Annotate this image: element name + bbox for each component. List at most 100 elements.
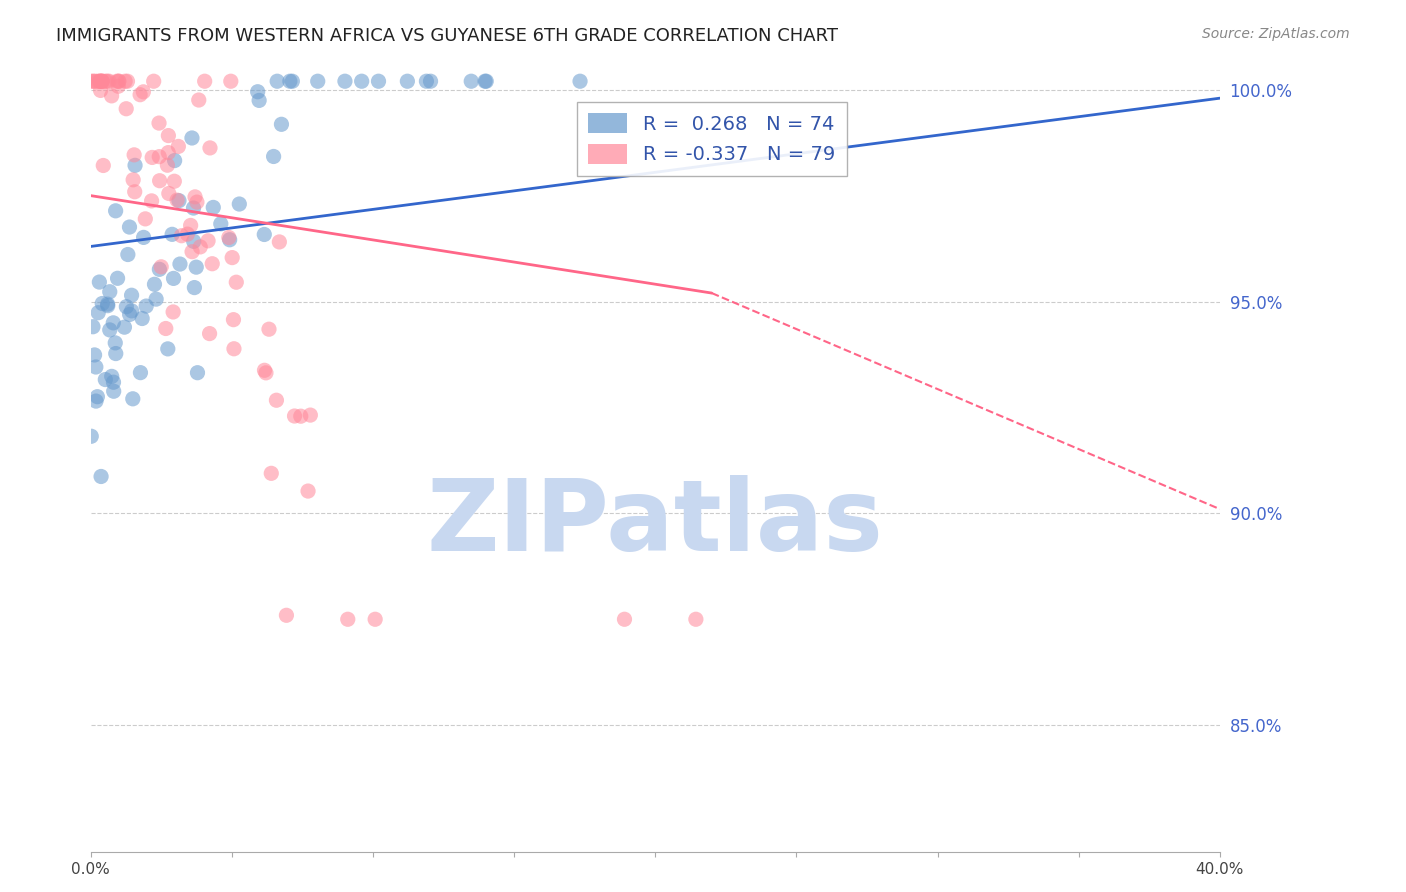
Guyanese (364, 612, 387, 626)
Guyanese (90, 83, 112, 97)
Guyanese (187, 93, 209, 107)
Immigrants from Western Africa (209, 217, 232, 231)
Guyanese (222, 312, 245, 326)
Immigrants from Western Africa (89, 275, 111, 289)
Guyanese (290, 409, 312, 424)
Immigrants from Western Africa (98, 285, 121, 299)
Guyanese (107, 74, 129, 88)
Immigrants from Western Africa (97, 299, 120, 313)
Immigrants from Western Africa (87, 306, 110, 320)
Guyanese (276, 608, 298, 623)
Guyanese (218, 230, 240, 244)
Guyanese (124, 185, 146, 199)
Guyanese (162, 305, 184, 319)
Guyanese (141, 194, 163, 208)
Immigrants from Western Africa (114, 320, 136, 334)
Immigrants from Western Africa (281, 74, 304, 88)
Guyanese (132, 85, 155, 99)
Guyanese (115, 102, 138, 116)
Guyanese (336, 612, 359, 626)
Guyanese (155, 321, 177, 335)
Immigrants from Western Africa (118, 220, 141, 235)
Guyanese (122, 148, 145, 162)
Guyanese (269, 235, 291, 249)
Immigrants from Western Africa (460, 74, 482, 88)
Immigrants from Western Africa (121, 288, 143, 302)
Immigrants from Western Africa (104, 346, 127, 360)
Immigrants from Western Africa (100, 369, 122, 384)
Immigrants from Western Africa (121, 303, 143, 318)
Guyanese (148, 150, 170, 164)
Guyanese (257, 322, 280, 336)
Immigrants from Western Africa (474, 74, 496, 88)
Immigrants from Western Africa (104, 335, 127, 350)
Immigrants from Western Africa (270, 117, 292, 131)
Immigrants from Western Africa (86, 390, 108, 404)
Immigrants from Western Africa (350, 74, 373, 88)
Guyanese (194, 74, 217, 88)
Immigrants from Western Africa (91, 296, 114, 310)
Guyanese (685, 612, 707, 626)
Immigrants from Western Africa (156, 342, 179, 356)
Guyanese (167, 139, 190, 153)
Guyanese (96, 74, 118, 88)
Guyanese (150, 260, 173, 274)
Immigrants from Western Africa (84, 359, 107, 374)
Immigrants from Western Africa (124, 158, 146, 172)
Guyanese (149, 174, 172, 188)
Immigrants from Western Africa (183, 280, 205, 294)
Immigrants from Western Africa (118, 308, 141, 322)
Guyanese (201, 257, 224, 271)
Guyanese (107, 74, 129, 88)
Immigrants from Western Africa (84, 394, 107, 409)
Immigrants from Western Africa (107, 271, 129, 285)
Guyanese (198, 326, 221, 341)
Immigrants from Western Africa (121, 392, 143, 406)
Guyanese (91, 159, 114, 173)
Immigrants from Western Africa (167, 194, 190, 208)
Immigrants from Western Africa (186, 366, 208, 380)
Immigrants from Western Africa (419, 74, 441, 88)
Guyanese (170, 228, 193, 243)
Immigrants from Western Africa (132, 230, 155, 244)
Immigrants from Western Africa (162, 271, 184, 285)
Text: ZIPatlas: ZIPatlas (427, 475, 884, 572)
Guyanese (117, 74, 139, 88)
Immigrants from Western Africa (82, 319, 104, 334)
Immigrants from Western Africa (131, 311, 153, 326)
Guyanese (90, 74, 112, 88)
Immigrants from Western Africa (160, 227, 183, 242)
Immigrants from Western Africa (83, 348, 105, 362)
Guyanese (198, 141, 221, 155)
Guyanese (157, 145, 180, 160)
Immigrants from Western Africa (415, 74, 437, 88)
Guyanese (184, 190, 207, 204)
Guyanese (225, 275, 247, 289)
Guyanese (89, 74, 111, 88)
Guyanese (98, 74, 121, 88)
Guyanese (114, 74, 136, 88)
Guyanese (94, 74, 117, 88)
Guyanese (87, 74, 110, 88)
Guyanese (283, 409, 305, 423)
Guyanese (91, 74, 114, 88)
Guyanese (188, 240, 211, 254)
Immigrants from Western Africa (475, 74, 498, 88)
Immigrants from Western Africa (117, 247, 139, 261)
Guyanese (163, 174, 186, 188)
Immigrants from Western Africa (367, 74, 389, 88)
Guyanese (142, 74, 165, 88)
Immigrants from Western Africa (202, 201, 225, 215)
Guyanese (82, 74, 104, 88)
Guyanese (157, 128, 180, 143)
Guyanese (107, 79, 129, 94)
Guyanese (90, 74, 112, 88)
Guyanese (186, 195, 208, 210)
Guyanese (105, 74, 128, 88)
Immigrants from Western Africa (94, 373, 117, 387)
Guyanese (166, 193, 188, 207)
Text: Source: ZipAtlas.com: Source: ZipAtlas.com (1202, 27, 1350, 41)
Immigrants from Western Africa (148, 262, 170, 277)
Guyanese (83, 74, 105, 88)
Immigrants from Western Africa (307, 74, 329, 88)
